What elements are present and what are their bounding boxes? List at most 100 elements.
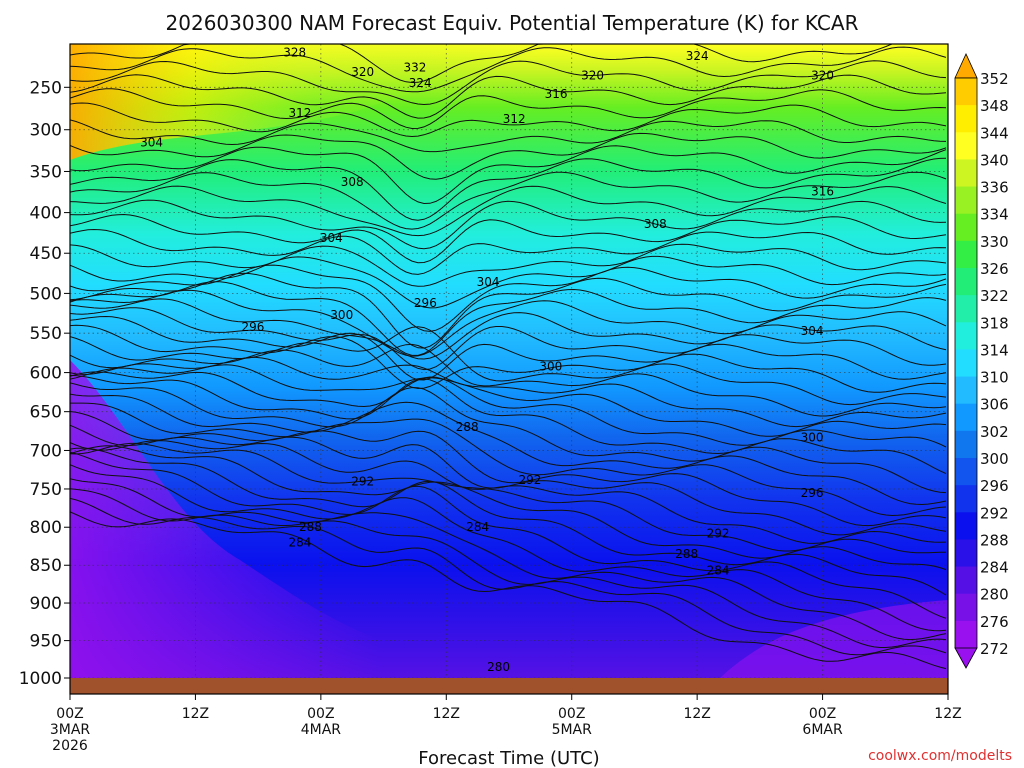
- contour-line: [70, 243, 947, 287]
- y-tick-label: 550: [30, 324, 62, 344]
- contour-label: 308: [341, 175, 364, 189]
- colorbar-label: 340: [980, 151, 1009, 169]
- y-tick-label: 350: [30, 162, 62, 182]
- contour-label: 284: [707, 564, 730, 578]
- colorbar-label: 334: [980, 206, 1009, 224]
- contour-line: [70, 393, 947, 506]
- contour-line: [70, 374, 947, 475]
- contour-lines: [70, 44, 947, 670]
- colorbar-label: 314: [980, 341, 1009, 359]
- contour-line: [70, 74, 947, 119]
- colorbar: 352 348 344 340 336 334 330 326 322 318 314 310 306 3…: [954, 53, 1009, 669]
- contour-line: [70, 199, 947, 250]
- colorbar-label: 276: [980, 613, 1009, 631]
- contour-line: [70, 440, 947, 544]
- contour-label: 316: [811, 184, 834, 198]
- colorbar-label: 280: [980, 586, 1009, 604]
- contour-line: [70, 132, 947, 180]
- contour-label: 296: [241, 320, 264, 334]
- contour-label: 284: [466, 520, 489, 534]
- contour-line: [70, 402, 947, 517]
- contour-label: 296: [414, 296, 437, 310]
- contour-line: [70, 272, 947, 349]
- x-tick-label: 3MAR: [50, 722, 91, 738]
- contour-label: 328: [283, 46, 306, 60]
- colorbar-label: 352: [980, 70, 1009, 88]
- contour-label: 288: [299, 520, 322, 534]
- x-tick-label: 12Z: [683, 706, 710, 722]
- colorbar-swatch: [955, 593, 977, 622]
- contour-line: [70, 281, 947, 356]
- contour-label: 316: [545, 87, 568, 101]
- contour-line: [70, 324, 947, 393]
- y-tick-label: 950: [30, 632, 62, 652]
- colorbar-bottom-arrow: [954, 647, 978, 669]
- contour-line: [70, 411, 947, 527]
- y-tick-label: 650: [30, 403, 62, 423]
- colorbar-swatch: [955, 132, 977, 160]
- colorbar-swatch: [955, 240, 977, 269]
- x-tick-label: 5MAR: [552, 722, 593, 738]
- x-tick-label: 12Z: [433, 706, 460, 722]
- contour-line: [70, 46, 947, 93]
- contour-label: 288: [456, 420, 479, 434]
- x-tick-label: 4MAR: [301, 722, 342, 738]
- y-tick-label: 400: [30, 204, 62, 224]
- contour-label: 304: [140, 135, 163, 149]
- contour-line: [70, 315, 947, 381]
- contour-label: 304: [477, 275, 500, 289]
- colorbar-swatch: [955, 485, 977, 513]
- x-tick-label: 6MAR: [802, 722, 843, 738]
- contour-label: 280: [487, 660, 510, 674]
- colorbar-label: 300: [980, 450, 1009, 468]
- contour-label: 284: [288, 535, 311, 549]
- y-tick-label: 300: [30, 121, 62, 141]
- contour-label: 320: [581, 68, 604, 82]
- colorbar-label: 344: [980, 124, 1009, 142]
- colorbar-swatch: [955, 213, 977, 242]
- y-axis: 250 300 350 400 450 500 550 600 650 700 750 800 850 9…: [19, 78, 70, 689]
- colorbar-label: 336: [980, 179, 1009, 197]
- x-tick-label: 12Z: [182, 706, 209, 722]
- colorbar-label: 310: [980, 369, 1009, 387]
- colorbar-swatch: [955, 403, 977, 432]
- contour-label: 312: [503, 112, 526, 126]
- colorbar-swatch: [955, 512, 977, 540]
- colorbar-swatch: [955, 159, 977, 188]
- x-tick-label: 00Z: [56, 706, 83, 722]
- contour-line: [70, 119, 947, 153]
- cold-dome-right: [720, 600, 948, 678]
- contour-label: 304: [801, 324, 824, 338]
- credit-text: coolwx.com/modelts: [868, 748, 1012, 764]
- contour-line: [70, 298, 947, 360]
- contour-line: [70, 102, 947, 138]
- x-tick-label: 00Z: [558, 706, 585, 722]
- plot-frame: [69, 43, 949, 695]
- contour-label: 332: [403, 61, 426, 75]
- contour-line: [70, 464, 947, 632]
- contour-line: [70, 44, 946, 84]
- y-tick-label: 450: [30, 244, 62, 264]
- contour-label: 292: [518, 473, 541, 487]
- y-tick-label: 1000: [19, 669, 62, 689]
- x-tick-label: 2026: [52, 738, 88, 754]
- contour-label: 308: [644, 217, 667, 231]
- y-tick-label: 500: [30, 284, 62, 304]
- contour-label: 300: [539, 359, 562, 373]
- y-tick-label: 750: [30, 480, 62, 500]
- y-tick-label: 800: [30, 518, 62, 538]
- chart-title: 2026030300 NAM Forecast Equiv. Potential…: [166, 11, 859, 35]
- x-tick-label: 00Z: [307, 706, 334, 722]
- colorbar-label: 288: [980, 531, 1009, 549]
- colorbar-swatch: [955, 349, 977, 378]
- colorbar-swatch: [955, 322, 977, 350]
- x-tick-label: 12Z: [934, 706, 961, 722]
- colorbar-label: 326: [980, 260, 1009, 278]
- colorbar-label: 330: [980, 233, 1009, 251]
- colorbar-label: 302: [980, 423, 1009, 441]
- contour-label: 288: [675, 547, 698, 561]
- contour-label: 300: [330, 308, 353, 322]
